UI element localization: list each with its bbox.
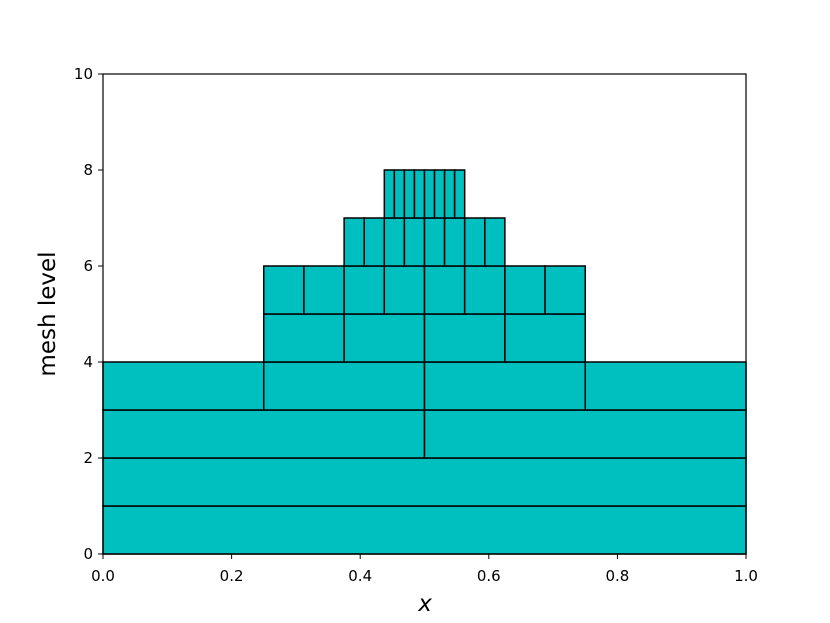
mesh-cell	[504, 265, 546, 315]
mesh-cell	[463, 265, 506, 315]
mesh-cell	[403, 169, 416, 219]
mesh-cell	[383, 217, 406, 267]
mesh-cell	[463, 217, 486, 267]
mesh-cell	[363, 217, 386, 267]
mesh-cell	[423, 265, 466, 315]
mesh-cell	[102, 361, 265, 411]
y-tick-label: 6	[83, 257, 93, 275]
mesh-cell	[102, 409, 426, 459]
mesh-cell	[443, 169, 456, 219]
mesh-cell	[403, 217, 426, 267]
mesh-cell	[263, 361, 426, 411]
x-tick-label: 0.0	[91, 567, 115, 585]
y-tick-label: 0	[83, 545, 93, 563]
mesh-cell	[263, 313, 345, 363]
mesh-cell	[383, 169, 396, 219]
mesh-cell	[453, 169, 466, 219]
x-tick-label: 0.6	[477, 567, 501, 585]
mesh-cell	[102, 505, 747, 555]
mesh-cell	[303, 265, 345, 315]
mesh-cell	[423, 217, 446, 267]
mesh-cell	[413, 169, 426, 219]
mesh-cell	[102, 457, 747, 507]
mesh-cell	[343, 313, 426, 363]
mesh-cell	[343, 217, 365, 267]
mesh-cell	[263, 265, 305, 315]
y-tick-label: 10	[74, 65, 93, 83]
x-tick-label: 0.8	[605, 567, 629, 585]
mesh-cell	[423, 313, 506, 363]
y-tick-label: 2	[83, 449, 93, 467]
mesh-cell	[484, 217, 506, 267]
mesh-cell	[423, 361, 586, 411]
mesh-cell	[544, 265, 586, 315]
mesh-cell	[423, 169, 436, 219]
x-axis-label: x	[417, 591, 432, 617]
mesh-cell	[443, 217, 466, 267]
x-tick-label: 0.4	[348, 567, 372, 585]
y-axis-label: mesh level	[35, 251, 61, 376]
mesh-cell	[423, 409, 747, 459]
mesh-cell	[383, 265, 426, 315]
y-tick-label: 8	[83, 161, 93, 179]
x-tick-label: 0.2	[220, 567, 244, 585]
mesh-cell	[393, 169, 406, 219]
mesh-cell	[343, 265, 386, 315]
mesh-cell	[504, 313, 586, 363]
mesh-cell	[584, 361, 747, 411]
mesh-cell	[433, 169, 446, 219]
plot-frame	[102, 73, 747, 555]
y-tick-label: 4	[83, 353, 93, 371]
x-tick-label: 1.0	[734, 567, 758, 585]
